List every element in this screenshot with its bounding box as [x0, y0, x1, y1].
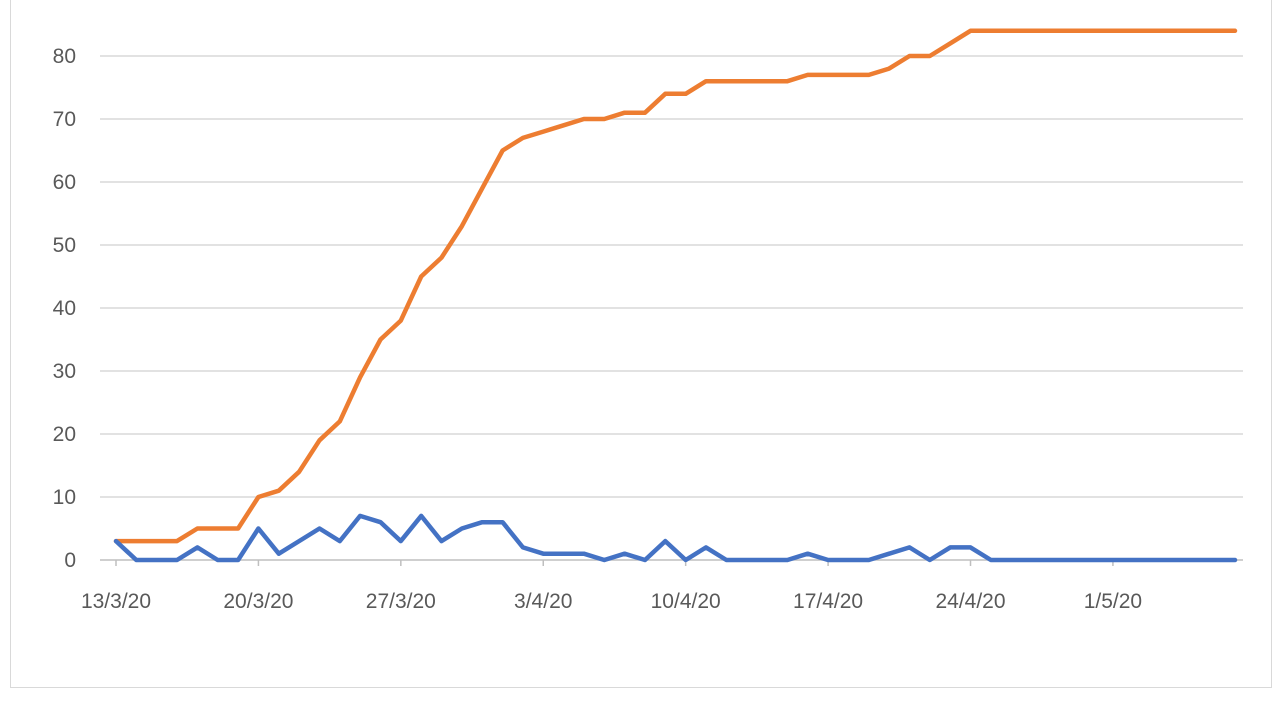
x-tick-label: 17/4/20 — [793, 590, 863, 613]
x-tick-label: 10/4/20 — [651, 590, 721, 613]
grid-lines — [100, 55, 1243, 561]
y-tick-label: 40 — [53, 297, 76, 320]
y-tick-label: 20 — [53, 423, 76, 446]
series-lines — [113, 28, 1238, 563]
y-tick-label: 80 — [53, 45, 76, 68]
x-tick-label: 3/4/20 — [514, 590, 572, 613]
y-tick-label: 70 — [53, 108, 76, 131]
x-tick-label: 24/4/20 — [935, 590, 1005, 613]
y-axis-ticks: 0 10 20 30 40 50 60 70 80 90 — [53, 0, 76, 572]
x-tick-label: 20/3/20 — [223, 590, 293, 613]
x-axis-ticks: 13/3/20 20/3/20 27/3/20 3/4/20 10/4/20 17/4/2… — [81, 560, 1142, 613]
x-tick-label: 1/5/20 — [1084, 590, 1142, 613]
y-tick-label: 0 — [64, 549, 76, 572]
y-tick-label: 50 — [53, 234, 76, 257]
y-tick-label: 30 — [53, 360, 76, 383]
series-line-1 — [113, 28, 1238, 544]
y-tick-label: 10 — [53, 486, 76, 509]
y-tick-label: 60 — [53, 171, 76, 194]
y-tick-label: 90 — [53, 0, 76, 5]
x-tick-label: 13/3/20 — [81, 590, 151, 613]
x-tick-label: 27/3/20 — [366, 590, 436, 613]
series-line-2 — [113, 513, 1238, 563]
